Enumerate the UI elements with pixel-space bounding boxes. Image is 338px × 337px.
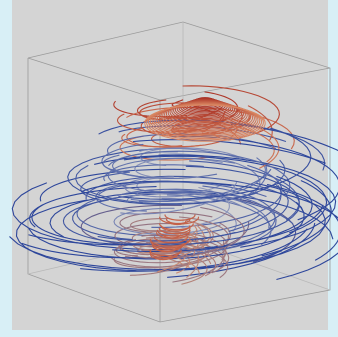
visualization <box>0 0 338 337</box>
page: (() => { const data = JSON.parse(documen… <box>0 0 338 337</box>
